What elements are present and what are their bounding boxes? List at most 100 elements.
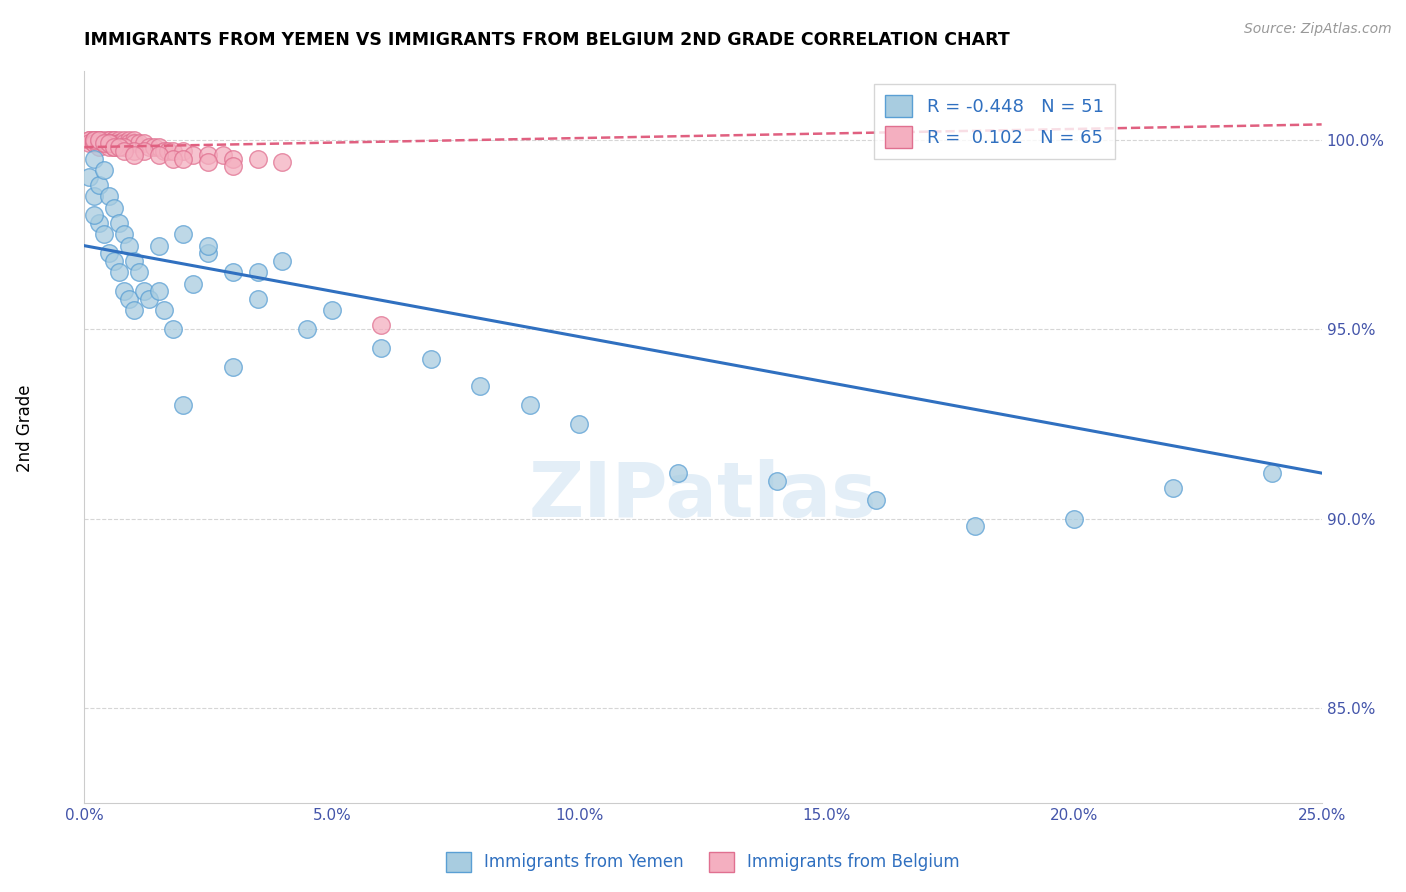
Point: [470, 379, 492, 393]
Point: [138, 140, 160, 154]
Point: [132, 136, 155, 151]
Point: [108, 136, 131, 151]
Point: [103, 136, 125, 151]
Point: [98, 246, 121, 260]
Point: [172, 398, 194, 412]
Point: [865, 492, 887, 507]
Point: [112, 144, 135, 158]
Point: [112, 136, 135, 151]
Point: [568, 417, 591, 431]
Point: [152, 303, 174, 318]
Point: [93, 132, 115, 146]
Point: [108, 136, 131, 151]
Point: [132, 144, 155, 158]
Point: [98, 132, 121, 146]
Point: [222, 359, 245, 374]
Point: [89, 132, 111, 146]
Text: IMMIGRANTS FROM YEMEN VS IMMIGRANTS FROM BELGIUM 2ND GRADE CORRELATION CHART: IMMIGRANTS FROM YEMEN VS IMMIGRANTS FROM…: [84, 31, 1010, 49]
Point: [89, 178, 111, 192]
Point: [519, 398, 541, 412]
Point: [98, 132, 121, 146]
Text: 2nd Grade: 2nd Grade: [17, 384, 34, 472]
Point: [98, 136, 121, 151]
Point: [1161, 481, 1184, 495]
Point: [98, 189, 121, 203]
Point: [181, 277, 204, 291]
Point: [162, 152, 184, 166]
Point: [122, 303, 145, 318]
Point: [222, 159, 245, 173]
Point: [222, 265, 245, 279]
Point: [103, 253, 125, 268]
Point: [122, 132, 145, 146]
Point: [89, 136, 111, 151]
Point: [122, 136, 145, 151]
Point: [112, 140, 135, 154]
Text: ZIPatlas: ZIPatlas: [529, 458, 877, 533]
Point: [197, 147, 219, 161]
Point: [118, 238, 141, 252]
Point: [172, 152, 194, 166]
Point: [197, 155, 219, 169]
Point: [122, 144, 145, 158]
Point: [112, 227, 135, 242]
Point: [89, 140, 111, 154]
Point: [766, 474, 789, 488]
Point: [79, 132, 101, 146]
Point: [965, 519, 987, 533]
Point: [118, 292, 141, 306]
Point: [83, 152, 105, 166]
Point: [212, 147, 235, 161]
Point: [93, 136, 115, 151]
Point: [181, 147, 204, 161]
Point: [98, 136, 121, 151]
Point: [295, 322, 318, 336]
Point: [370, 318, 392, 333]
Point: [246, 152, 269, 166]
Point: [271, 155, 294, 169]
Point: [103, 140, 125, 154]
Point: [93, 136, 115, 151]
Text: Source: ZipAtlas.com: Source: ZipAtlas.com: [1244, 22, 1392, 37]
Point: [118, 132, 141, 146]
Point: [89, 216, 111, 230]
Point: [271, 253, 294, 268]
Point: [246, 292, 269, 306]
Point: [157, 144, 180, 158]
Point: [128, 136, 150, 151]
Point: [89, 132, 111, 146]
Point: [98, 136, 121, 151]
Point: [321, 303, 343, 318]
Point: [108, 132, 131, 146]
Point: [83, 132, 105, 146]
Point: [148, 238, 170, 252]
Point: [148, 147, 170, 161]
Point: [108, 265, 131, 279]
Point: [112, 284, 135, 298]
Point: [103, 132, 125, 146]
Point: [79, 136, 101, 151]
Point: [83, 208, 105, 222]
Point: [197, 246, 219, 260]
Point: [246, 265, 269, 279]
Point: [132, 284, 155, 298]
Point: [103, 201, 125, 215]
Point: [222, 152, 245, 166]
Point: [83, 132, 105, 146]
Point: [103, 140, 125, 154]
Point: [103, 132, 125, 146]
Point: [98, 140, 121, 154]
Point: [89, 132, 111, 146]
Point: [162, 322, 184, 336]
Point: [118, 136, 141, 151]
Point: [79, 132, 101, 146]
Point: [148, 284, 170, 298]
Point: [122, 253, 145, 268]
Point: [93, 162, 115, 177]
Point: [666, 466, 689, 480]
Point: [162, 144, 184, 158]
Point: [89, 136, 111, 151]
Point: [83, 132, 105, 146]
Point: [142, 140, 165, 154]
Point: [1063, 511, 1085, 525]
